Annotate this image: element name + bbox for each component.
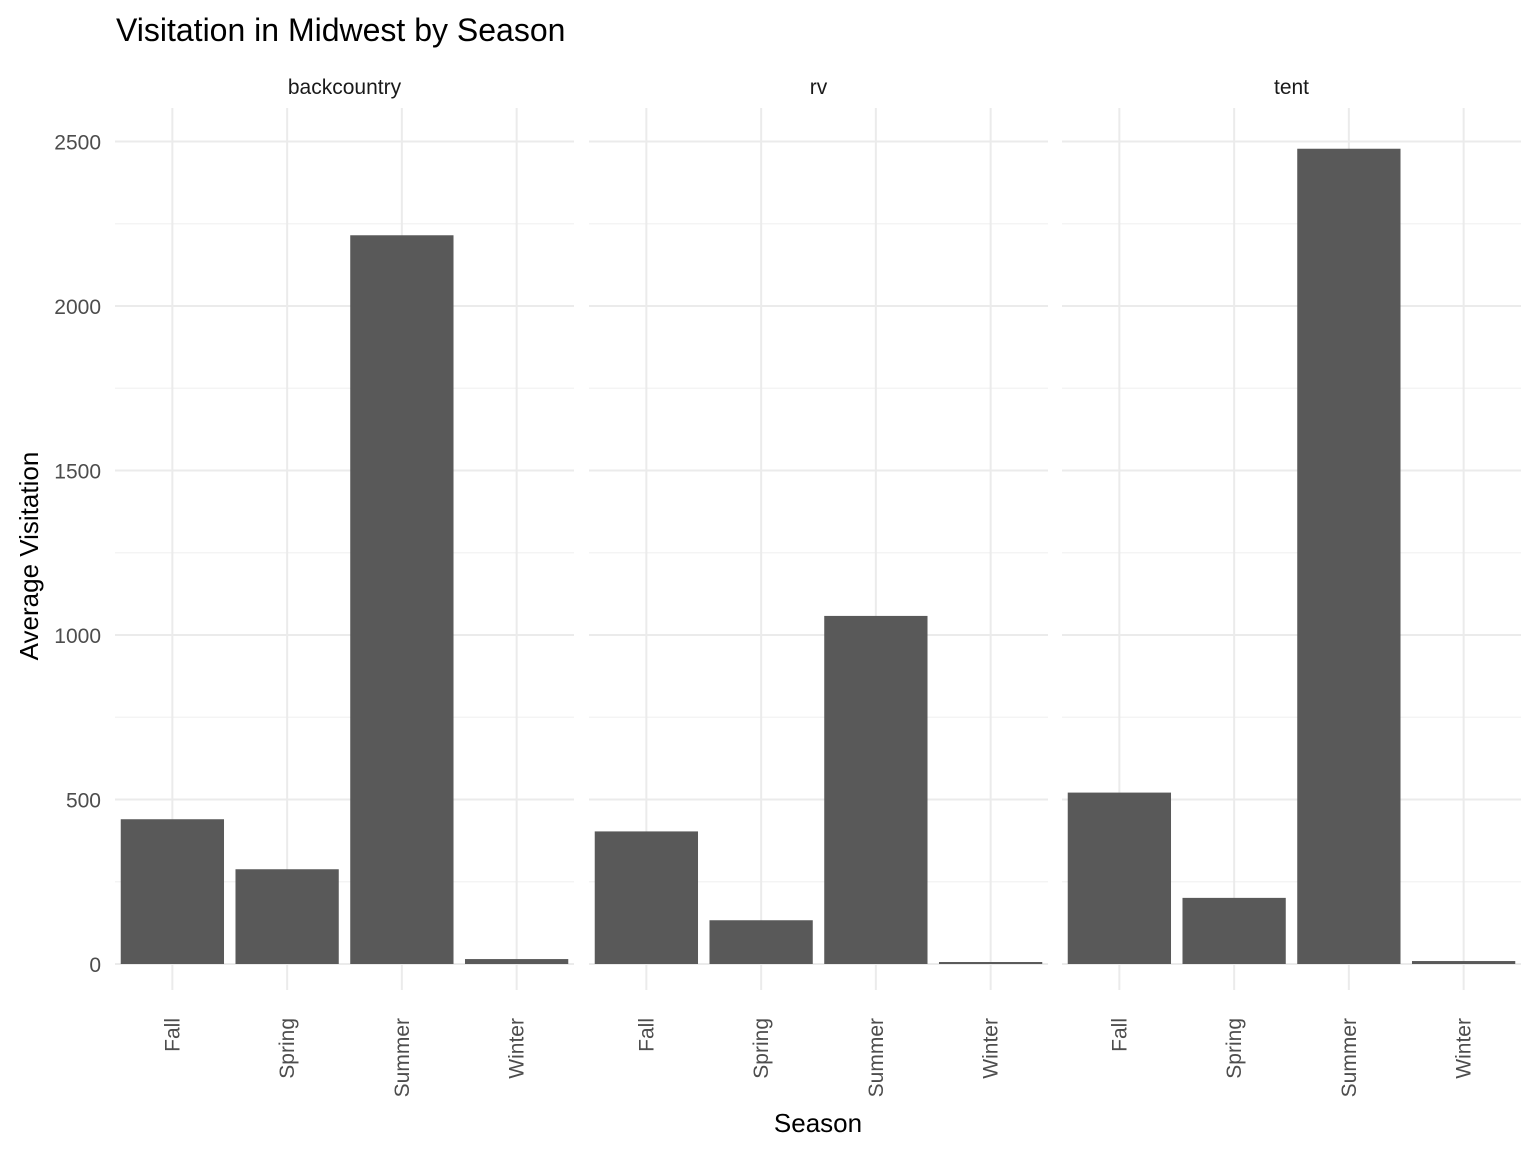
bar-tent-spring xyxy=(1182,897,1286,964)
y-tick-label: 1000 xyxy=(54,625,101,648)
x-tick-label: Fall xyxy=(635,1018,658,1052)
facet-panel-rv: Fall Spring Summer Winter rv xyxy=(589,76,1048,1097)
x-tick-label: Fall xyxy=(161,1018,184,1052)
bar-backcountry-spring xyxy=(235,869,339,964)
x-tick-label: Winter xyxy=(1453,1018,1476,1079)
bar-rv-summer xyxy=(824,615,928,964)
chart-title: Visitation in Midwest by Season xyxy=(116,12,565,48)
y-axis: 0 500 1000 1500 2000 2500 xyxy=(54,132,101,978)
bar-rv-winter xyxy=(938,962,1043,964)
facet-strip-label: rv xyxy=(810,76,828,99)
x-tick-label: Summer xyxy=(865,1018,888,1097)
x-tick-label: Summer xyxy=(391,1018,414,1097)
facet-strip-label: tent xyxy=(1274,76,1309,99)
bar-tent-summer xyxy=(1297,148,1401,964)
y-tick-label: 0 xyxy=(89,954,101,977)
x-tick-label: Spring xyxy=(1223,1018,1246,1079)
y-tick-label: 2500 xyxy=(54,132,101,155)
x-tick-label: Spring xyxy=(750,1018,773,1079)
y-tick-label: 2000 xyxy=(54,296,101,319)
bar-rv-spring xyxy=(709,920,813,964)
y-tick-label: 500 xyxy=(66,790,101,813)
bar-tent-winter xyxy=(1411,961,1516,964)
x-tick-label: Fall xyxy=(1108,1018,1131,1052)
bar-backcountry-fall xyxy=(120,819,225,964)
facet-panel-tent: Fall Spring Summer Winter tent xyxy=(1062,76,1521,1097)
bar-tent-fall xyxy=(1067,792,1172,964)
x-tick-label: Spring xyxy=(276,1018,299,1079)
facet-panel-backcountry: Fall Spring Summer Winter backcountry xyxy=(115,76,574,1097)
x-tick-label: Winter xyxy=(980,1018,1003,1079)
facet-panels: Fall Spring Summer Winter backcountry Fall Spr… xyxy=(115,76,1521,1097)
x-axis-title: Season xyxy=(774,1108,862,1138)
x-tick-label: Summer xyxy=(1338,1018,1361,1097)
y-axis-title: Average Visitation xyxy=(14,452,44,661)
y-tick-label: 1500 xyxy=(54,461,101,484)
facet-strip-label: backcountry xyxy=(288,76,402,99)
x-tick-label: Winter xyxy=(506,1018,529,1079)
bar-rv-fall xyxy=(594,831,699,964)
bar-backcountry-winter xyxy=(464,959,569,964)
bar-backcountry-summer xyxy=(350,235,454,964)
